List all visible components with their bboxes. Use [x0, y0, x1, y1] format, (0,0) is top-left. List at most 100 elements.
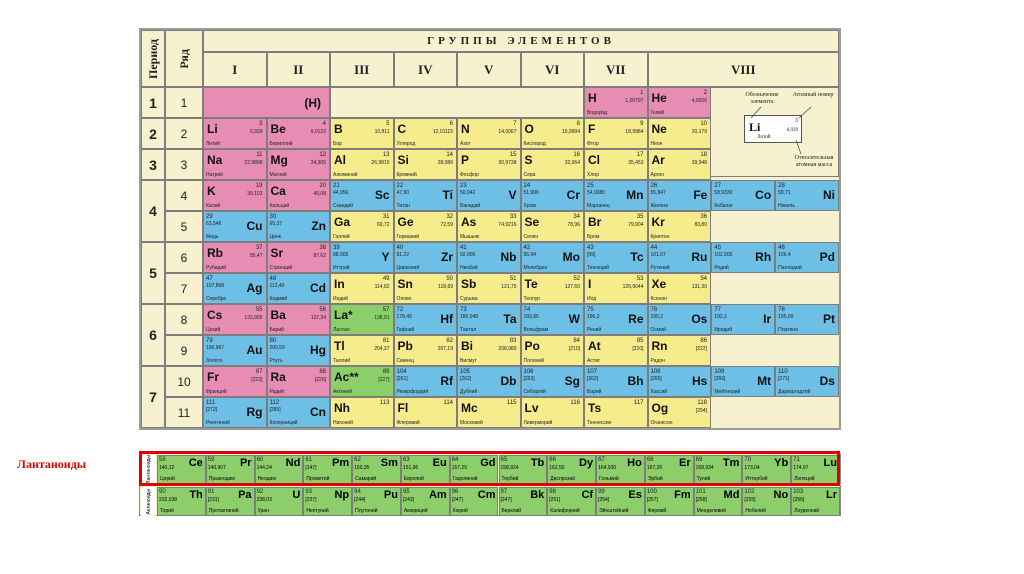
element-mass: 1,00797: [625, 98, 644, 104]
element-In: 49 In 114,82 Индий: [330, 273, 394, 304]
element-symbol: S: [524, 153, 533, 167]
legend-number-note: Атомный номер: [792, 92, 834, 98]
element-symbol: Co: [755, 188, 772, 202]
element-name: Фосфор: [460, 172, 479, 178]
element-symbol: Ir: [763, 312, 772, 326]
element-symbol: Zr: [441, 250, 453, 264]
row-label: 11: [177, 405, 191, 420]
element-number: 47: [206, 276, 213, 282]
element-P: 15 P 30,9738 Фосфор: [457, 149, 521, 180]
element-mass: 24,305: [310, 160, 326, 166]
element-symbol: U: [292, 489, 301, 501]
element-number: 18: [700, 152, 707, 158]
element-name: Московий: [460, 420, 483, 426]
element-number: 2: [703, 90, 707, 96]
element-name: Сурьма: [460, 296, 478, 302]
element-symbol: O: [524, 122, 534, 136]
element-name: Лоуренсий: [794, 508, 820, 514]
element-name: Водород: [587, 110, 608, 116]
element-number: 73: [460, 307, 467, 313]
element-name: Ванадий: [460, 203, 481, 209]
element-number: 26: [650, 183, 658, 189]
element-mass: 20,179: [691, 129, 707, 135]
element-number: 98: [549, 489, 556, 495]
element-mass: 79,904: [628, 222, 644, 228]
period-label: 4: [149, 203, 157, 219]
element-name: Скандий: [333, 203, 353, 209]
element-name: Никель: [778, 203, 795, 209]
element-number: 48: [269, 276, 277, 282]
element-number: 117: [633, 400, 644, 406]
element-mass: 151,96: [402, 465, 419, 471]
element-number: 87: [255, 369, 263, 375]
element-Hs: 108 Hs [265] Хассий: [647, 366, 712, 397]
element-mass: 167,26: [646, 465, 663, 471]
element-symbol: Pu: [383, 489, 398, 501]
element-symbol: Se: [524, 215, 540, 229]
element-mass: 18,9984: [625, 129, 644, 135]
element-name: Лантан: [333, 327, 350, 333]
element-mass: 51,996: [523, 190, 539, 196]
element-symbol: Rh: [755, 250, 772, 264]
element-name: Ливерморий: [523, 420, 553, 426]
element-mass: 150,35: [354, 465, 370, 471]
element-symbol: Fm: [674, 489, 691, 501]
element-name: Криптон: [650, 234, 670, 240]
element-symbol: Na: [207, 153, 223, 167]
element-number: 12: [319, 152, 326, 158]
element-Y: 39 Y 88,905 Иттрий: [330, 242, 394, 273]
row-7: 7: [165, 273, 203, 304]
lanthanides-highlight-box: [139, 451, 840, 486]
element-number: 114: [443, 400, 453, 406]
period-label: 1: [149, 94, 157, 111]
element-mass: 157,25: [451, 465, 467, 471]
element-B: 5 B 10,811 Бор: [330, 118, 394, 149]
element-name: Иттербий: [745, 476, 768, 482]
element-symbol: Ho: [627, 457, 642, 469]
element-symbol: Sg: [564, 374, 580, 388]
element-mass: 58,71: [778, 190, 791, 196]
element-number: 77: [714, 307, 722, 313]
element-name: Гольмий: [599, 476, 619, 482]
element-Fe: 26 Fe 55,847 Железо: [647, 180, 712, 211]
element-symbol: Mc: [461, 401, 478, 415]
element-O: 8 O 15,9994 Кислород: [520, 118, 584, 149]
element-symbol: Hs: [691, 374, 708, 388]
element-name: Борий: [587, 389, 602, 395]
element-number: 95: [402, 489, 410, 495]
element-symbol: Np: [334, 489, 350, 501]
element-name: Неон: [650, 141, 663, 147]
element-mass: 10,811: [374, 129, 390, 135]
element-name: Оганесон: [650, 420, 673, 426]
element-number: 36: [700, 214, 707, 220]
element-name: Торий: [160, 508, 174, 514]
element-symbol: Pd: [819, 250, 835, 264]
element-number: 45: [714, 245, 722, 251]
element-Cr: 24 Cr 51,996 Хром: [520, 180, 584, 211]
element-symbol: Pa: [238, 489, 252, 501]
element-symbol: B: [334, 122, 343, 136]
element-number: 86: [700, 338, 707, 344]
actinides-element-Lr: 103 Lr [256] Лоуренсий: [791, 487, 840, 516]
group-header-label: III: [354, 61, 370, 77]
element-symbol: Ti: [442, 188, 453, 202]
row-header-label: Ряд: [176, 48, 191, 69]
element-mass: 168,934: [695, 465, 714, 471]
element-name: Резерфордий: [396, 389, 429, 395]
element-mass: 47,90: [396, 190, 410, 196]
element-symbol: Tl: [334, 339, 345, 353]
row-label: 10: [177, 374, 191, 389]
element-symbol: Xe: [651, 277, 667, 291]
element-La: 57 La* 138,91 Лантан: [330, 304, 394, 335]
element-number: 40: [396, 245, 404, 251]
element-name: Астат: [587, 358, 601, 364]
element-symbol: Ru: [691, 250, 708, 264]
group-header-label: V: [484, 61, 494, 77]
element-mass: 35,453: [628, 160, 644, 166]
element-Rh: 45 Rh 102,905 Родий: [711, 242, 776, 273]
element-mass: [272]: [206, 407, 218, 413]
row-label: 3: [180, 157, 188, 172]
element-name: Мышьяк: [460, 234, 480, 240]
period-6: 6: [141, 304, 165, 366]
element-symbol: Nd: [285, 457, 301, 469]
